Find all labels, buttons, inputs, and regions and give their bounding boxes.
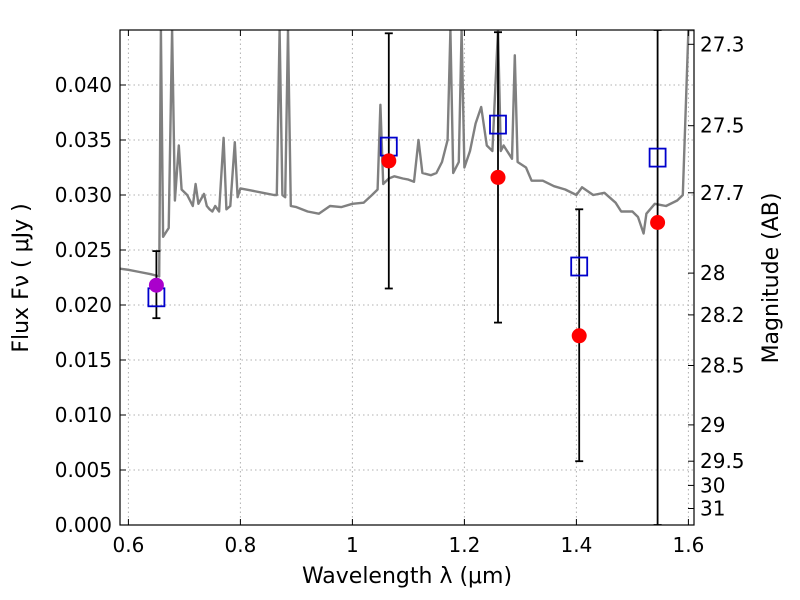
y2-tick-label: 27.7 <box>700 181 745 205</box>
y-axis-left: 0.000 0.005 0.010 0.015 0.020 0.025 0.030 0.035… <box>55 73 126 537</box>
y2-tick-label: 28 <box>700 261 725 285</box>
y2-tick-label: 29 <box>700 413 725 437</box>
y2-tick-label: 28.5 <box>700 354 745 378</box>
model-square <box>489 114 507 135</box>
y-tick-label: 0.025 <box>55 238 112 262</box>
y-tick-label: 0.020 <box>55 293 112 317</box>
x-tick-label: 1.2 <box>448 533 480 557</box>
y-tick-label: 0.030 <box>55 183 112 207</box>
observed-point <box>571 328 587 344</box>
x-tick-label: 0.8 <box>224 533 256 557</box>
y-tick-label: 0.010 <box>55 403 112 427</box>
observed-point <box>381 153 397 169</box>
y-tick-label: 0.000 <box>55 513 112 537</box>
y-axis-label: Flux Fν ( μJy ) <box>9 203 34 352</box>
observed-points <box>148 153 666 344</box>
y2-tick-label: 27.5 <box>700 114 745 138</box>
plot-area <box>120 30 694 525</box>
y-tick-label: 0.015 <box>55 348 112 372</box>
y-tick-label: 0.035 <box>55 128 112 152</box>
model-square <box>648 147 667 168</box>
x-tick-label: 1.6 <box>672 533 704 557</box>
observed-point <box>650 215 666 230</box>
y-tick-label: 0.005 <box>55 458 112 482</box>
y2-tick-label: 30 <box>700 473 725 497</box>
x-tick-label: 1 <box>346 533 359 557</box>
observed-point <box>490 169 506 185</box>
x-tick-label: 0.6 <box>112 533 144 557</box>
x-axis-label: Wavelength λ (μm) <box>302 564 512 589</box>
y2-tick-label: 31 <box>700 497 725 521</box>
x-tick-label: 1.4 <box>560 533 592 557</box>
y2-tick-label: 29.5 <box>700 449 745 473</box>
plot-frame <box>119 29 695 526</box>
observed-point <box>148 277 164 293</box>
model-square <box>570 256 589 277</box>
y2-tick-label: 27.3 <box>700 32 745 56</box>
y-tick-label: 0.040 <box>55 73 112 97</box>
y2-axis-label: Magnitude (AB) <box>759 193 784 364</box>
spectrum-path <box>120 30 694 278</box>
spectrum-line <box>120 30 694 278</box>
x-axis: 0.6 0.8 1 1.2 1.4 1.6 <box>112 30 704 557</box>
y2-tick-label: 28.2 <box>700 303 745 327</box>
